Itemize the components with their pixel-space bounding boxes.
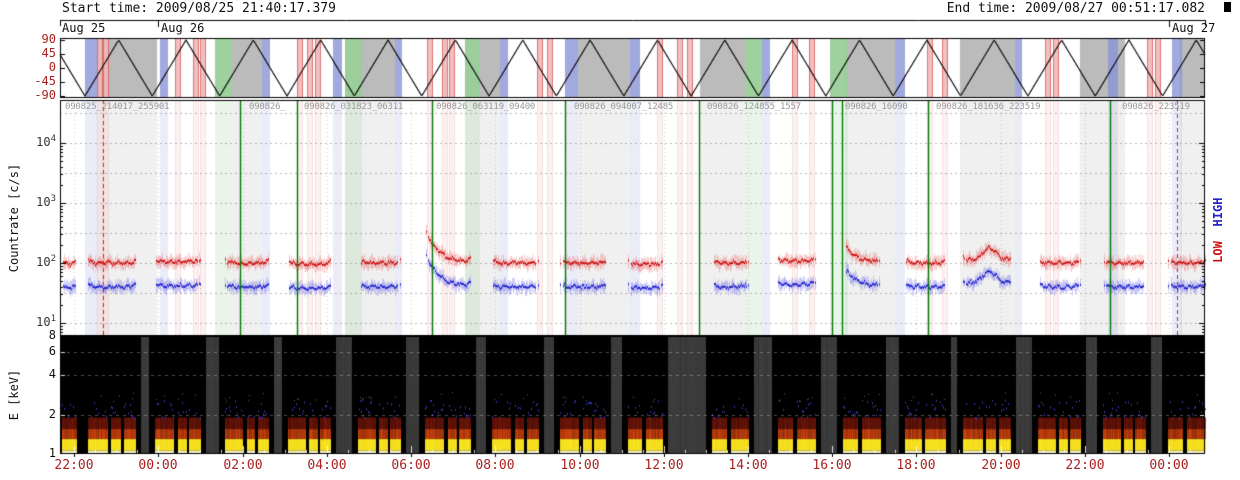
corner-mark	[1224, 2, 1231, 12]
time-tick-label: 22:00	[54, 458, 94, 473]
countrate-axis-title: Countrate [c/s]	[7, 163, 21, 273]
countrate-tick-label: 104	[36, 134, 56, 149]
start-time-label: Start time: 2009/08/25 21:40:17.379	[62, 1, 336, 16]
date-tick-label: Aug 26	[161, 21, 205, 35]
countrate-tick-label: 102	[36, 254, 56, 269]
time-tick-label: 08:00	[475, 458, 515, 473]
time-tick-label: 14:00	[728, 458, 768, 473]
time-tick-label: 20:00	[981, 458, 1021, 473]
time-tick-label: 18:00	[896, 458, 936, 473]
energy-tick-label: 6	[48, 344, 56, 358]
angle-tick-label: -90	[34, 88, 56, 102]
angle-tick-label: 0	[48, 60, 56, 74]
time-tick-label: 00:00	[138, 458, 178, 473]
file-segment-label: 090826_094007_12485	[574, 102, 674, 112]
file-segment-label: 090826_	[249, 102, 286, 112]
angle-tick-label: -45	[34, 74, 56, 88]
energy-tick-label: 8	[48, 328, 56, 342]
file-segment-label: 090826_223519	[1122, 102, 1190, 112]
time-tick-label: 06:00	[391, 458, 431, 473]
countrate-tick-label: 101	[36, 314, 56, 329]
time-tick-label: 02:00	[223, 458, 263, 473]
energy-tick-label: 1	[48, 446, 56, 460]
low-band-label: LOW	[1211, 241, 1225, 263]
end-time-label: End time: 2009/08/27 00:51:17.082	[946, 1, 1205, 16]
energy-tick-label: 4	[48, 367, 56, 381]
date-tick-label: Aug 27	[1172, 21, 1216, 35]
file-segment-label: 090825_214017_255901	[65, 102, 170, 112]
angle-tick-label: 90	[41, 32, 56, 46]
file-segment-label: 090826_031823_06311	[304, 102, 404, 112]
energy-axis-title: E [keV]	[7, 369, 21, 421]
file-segment-label: 090826_063119_09400	[436, 102, 536, 112]
time-tick-label: 12:00	[644, 458, 684, 473]
time-tick-label: 16:00	[812, 458, 852, 473]
countrate-tick-label: 103	[36, 194, 56, 209]
time-tick-label: 00:00	[1149, 458, 1189, 473]
file-segment-label: 090826_16090	[845, 102, 908, 112]
angle-tick-label: 45	[41, 46, 56, 60]
file-segment-label: 090826_124855_1557	[707, 102, 801, 112]
file-segment-label: 090826_181636_223519	[936, 102, 1041, 112]
time-tick-label: 10:00	[560, 458, 600, 473]
date-tick-label: Aug 25	[62, 21, 106, 35]
time-tick-label: 04:00	[307, 458, 347, 473]
energy-tick-label: 2	[48, 407, 56, 421]
time-tick-label: 22:00	[1065, 458, 1105, 473]
